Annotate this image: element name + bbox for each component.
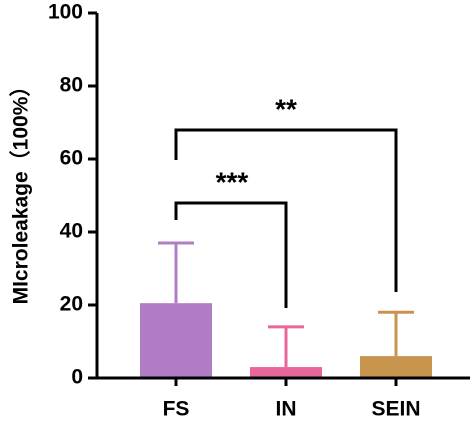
significance-label: **	[275, 93, 297, 124]
x-tick-label: FS	[163, 398, 190, 421]
bar	[140, 303, 212, 378]
y-tick-label: 80	[60, 74, 83, 97]
y-tick-label: 100	[48, 1, 83, 24]
x-tick-label: SEIN	[371, 398, 420, 421]
bracket	[174, 128, 398, 292]
y-axis-label: MIcroleakage（100%）	[9, 76, 33, 305]
bar	[360, 356, 432, 378]
significance-label: ***	[216, 166, 249, 197]
y-tick-label: 20	[60, 293, 83, 316]
bracket	[174, 201, 288, 308]
y-tick-label: 0	[71, 366, 83, 389]
y-tick-label: 40	[60, 220, 83, 243]
bar	[250, 367, 322, 378]
y-tick-label: 60	[60, 147, 83, 170]
significance-brackets	[174, 128, 398, 308]
x-tick-label: IN	[276, 398, 297, 421]
